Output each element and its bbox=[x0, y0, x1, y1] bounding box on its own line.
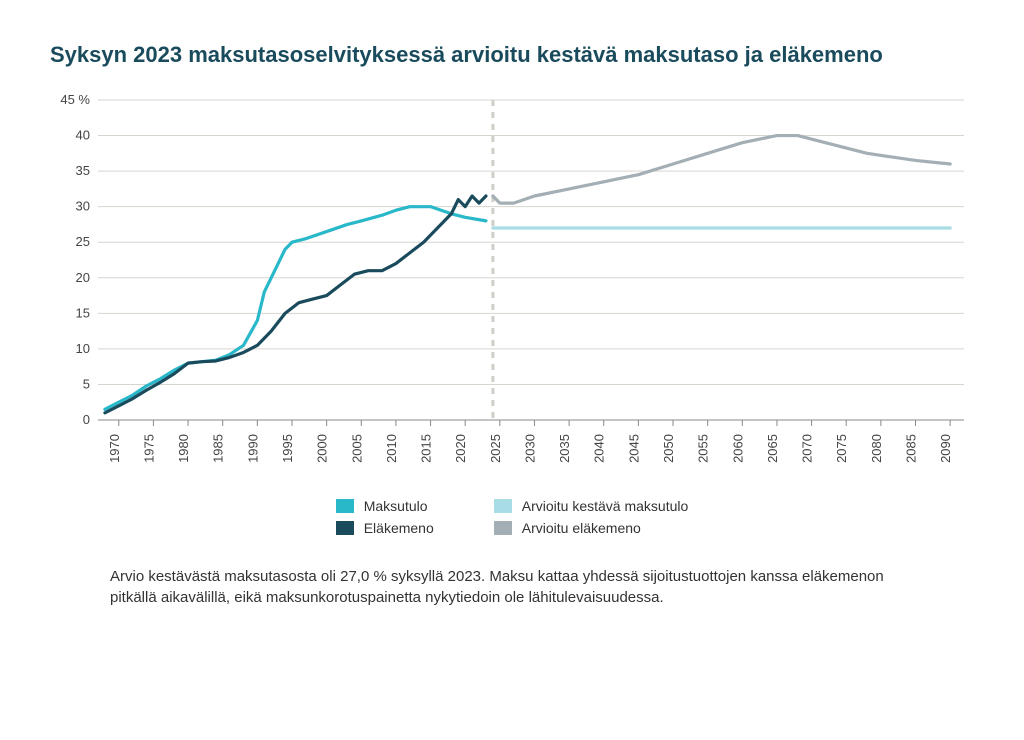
svg-text:2065: 2065 bbox=[765, 434, 780, 463]
svg-text:2050: 2050 bbox=[661, 434, 676, 463]
plot-area: 051015202530354045 %19701975198019851990… bbox=[50, 90, 974, 480]
legend-label: Arvioitu eläkemeno bbox=[522, 520, 641, 536]
svg-text:1990: 1990 bbox=[245, 434, 260, 463]
svg-text:1995: 1995 bbox=[280, 434, 295, 463]
svg-text:2035: 2035 bbox=[557, 434, 572, 463]
chart-container: Syksyn 2023 maksutasoselvityksessä arvio… bbox=[0, 0, 1024, 638]
svg-text:2000: 2000 bbox=[315, 434, 330, 463]
svg-text:20: 20 bbox=[76, 269, 90, 284]
legend-item-arvioitu-maksutulo: Arvioitu kestävä maksutulo bbox=[494, 498, 689, 514]
svg-text:2030: 2030 bbox=[522, 434, 537, 463]
svg-text:25: 25 bbox=[76, 234, 90, 249]
legend-swatch bbox=[336, 521, 354, 535]
svg-text:2070: 2070 bbox=[800, 434, 815, 463]
svg-text:2010: 2010 bbox=[384, 434, 399, 463]
svg-text:2015: 2015 bbox=[419, 434, 434, 463]
svg-text:15: 15 bbox=[76, 305, 90, 320]
legend-swatch bbox=[494, 499, 512, 513]
svg-text:2040: 2040 bbox=[592, 434, 607, 463]
svg-text:10: 10 bbox=[76, 341, 90, 356]
svg-text:2060: 2060 bbox=[730, 434, 745, 463]
svg-text:5: 5 bbox=[83, 376, 90, 391]
svg-text:45 %: 45 % bbox=[60, 92, 90, 107]
svg-text:2045: 2045 bbox=[626, 434, 641, 463]
svg-text:1980: 1980 bbox=[176, 434, 191, 463]
svg-text:2080: 2080 bbox=[869, 434, 884, 463]
legend-swatch bbox=[336, 499, 354, 513]
legend: Maksutulo Eläkemeno Arvioitu kestävä mak… bbox=[50, 498, 974, 536]
chart-svg: 051015202530354045 %19701975198019851990… bbox=[50, 90, 974, 480]
legend-swatch bbox=[494, 521, 512, 535]
svg-text:35: 35 bbox=[76, 163, 90, 178]
legend-item-elakemeno: Eläkemeno bbox=[336, 520, 434, 536]
legend-label: Arvioitu kestävä maksutulo bbox=[522, 498, 689, 514]
svg-text:1970: 1970 bbox=[107, 434, 122, 463]
legend-item-arvioitu-elakemeno: Arvioitu eläkemeno bbox=[494, 520, 689, 536]
chart-caption: Arvio kestävästä maksutasosta oli 27,0 %… bbox=[50, 566, 974, 608]
svg-text:2055: 2055 bbox=[696, 434, 711, 463]
svg-text:40: 40 bbox=[76, 127, 90, 142]
chart-title: Syksyn 2023 maksutasoselvityksessä arvio… bbox=[50, 40, 974, 70]
svg-text:2085: 2085 bbox=[904, 434, 919, 463]
svg-text:1985: 1985 bbox=[211, 434, 226, 463]
svg-text:0: 0 bbox=[83, 412, 90, 427]
legend-label: Maksutulo bbox=[364, 498, 428, 514]
svg-text:2075: 2075 bbox=[834, 434, 849, 463]
legend-item-maksutulo: Maksutulo bbox=[336, 498, 434, 514]
legend-label: Eläkemeno bbox=[364, 520, 434, 536]
legend-col-1: Maksutulo Eläkemeno bbox=[336, 498, 434, 536]
svg-text:1975: 1975 bbox=[141, 434, 156, 463]
svg-text:2005: 2005 bbox=[349, 434, 364, 463]
svg-text:2020: 2020 bbox=[453, 434, 468, 463]
svg-text:30: 30 bbox=[76, 198, 90, 213]
svg-text:2025: 2025 bbox=[488, 434, 503, 463]
legend-col-2: Arvioitu kestävä maksutulo Arvioitu eläk… bbox=[494, 498, 689, 536]
svg-text:2090: 2090 bbox=[938, 434, 953, 463]
